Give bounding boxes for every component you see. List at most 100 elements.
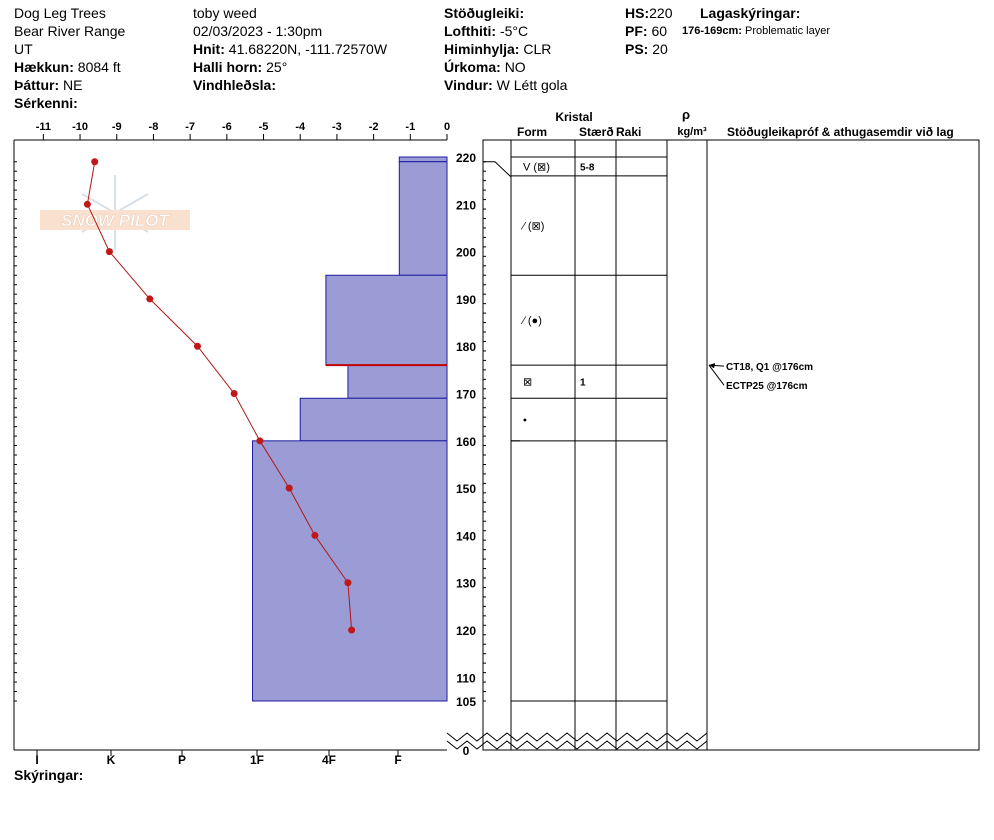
- hardness-tick-label: 4F: [322, 753, 336, 767]
- hardness-tick-label: 1F: [250, 753, 264, 767]
- hs: HS:220: [625, 5, 673, 21]
- hardness-tick-label: P: [178, 753, 186, 767]
- test-arrowhead: [709, 363, 715, 369]
- temp-tick-label: -7: [185, 121, 195, 133]
- temperature-point: [91, 158, 99, 166]
- hardness-ticks: I K P 1F 4F F: [35, 750, 402, 767]
- temperature-point: [344, 579, 352, 587]
- height-label: 190: [456, 293, 476, 307]
- precipitation: Úrkoma: NO: [444, 59, 526, 75]
- hardness-tick-label: F: [394, 753, 401, 767]
- height-label: 220: [456, 151, 476, 165]
- wind-loading: Vindhleðsla:: [193, 77, 276, 93]
- pf: PF: 60: [625, 23, 668, 39]
- temp-tick-label: -5: [259, 121, 269, 133]
- height-label: 110: [456, 671, 476, 685]
- temperature-point: [285, 484, 293, 492]
- header-col-1: Dog Leg Trees Bear River Range UT Hækkun…: [14, 4, 125, 112]
- range-name: Bear River Range: [14, 23, 126, 39]
- col-header-crystal: Kristal: [555, 110, 592, 124]
- height-label: 0: [463, 744, 470, 758]
- layer-size: 5-8: [580, 162, 595, 173]
- height-label: 170: [456, 388, 476, 402]
- height-label: 150: [456, 482, 476, 496]
- height-label: 210: [456, 198, 476, 212]
- elevation: Hækkun: 8084 ft: [14, 59, 121, 75]
- temperature-point: [230, 390, 238, 398]
- temp-tick-label: -2: [369, 121, 379, 133]
- height-label: 180: [456, 340, 476, 354]
- hardness-bar: [398, 161, 448, 276]
- stability-test: ECTP25 @176cm: [726, 381, 808, 392]
- temp-tick-label: 0: [444, 121, 450, 133]
- temperature-point: [105, 248, 113, 256]
- temperature-point: [146, 295, 154, 303]
- snowpilot-logo: SNOW PILOT: [40, 175, 190, 250]
- col-header-rho: ρ: [682, 107, 690, 122]
- col-header-density-unit: kg/m³: [677, 126, 707, 138]
- layer-note: 176-169cm: Problematic layer: [682, 25, 830, 37]
- sky-cover: Himinhylja: CLR: [444, 41, 552, 57]
- header-col-3: Stöðugleiki: Lofthiti: -5°C Himinhylja: …: [444, 4, 567, 94]
- layer-form: ⁄ (●): [520, 315, 542, 327]
- layer-connector: [483, 161, 512, 178]
- header-col-2: toby weed 02/03/2023 - 1:30pm Hnit: 41.6…: [193, 4, 387, 94]
- ps: PS: 20: [625, 41, 668, 57]
- stability-test: CT18, Q1 @176cm: [726, 362, 813, 373]
- temp-tick-label: -10: [72, 121, 88, 133]
- hardness-tick-label: I: [35, 753, 38, 767]
- wind: Vindur: W Létt gola: [444, 77, 568, 93]
- aspect: Þáttur: NE: [14, 77, 83, 93]
- temperature-point: [348, 626, 356, 634]
- temp-tick-label: -11: [36, 121, 51, 133]
- col-header-stability: Stöðugleikapróf & athugasemdir við lag: [727, 125, 954, 139]
- hardness-bars: [252, 156, 448, 702]
- height-labels: 220 210 200 190 180 170 160 150 140 130 120 110 105 0: [456, 151, 476, 758]
- temp-tick-label: -6: [222, 121, 232, 133]
- temp-tick-label: -1: [405, 121, 415, 133]
- layer-size: 1: [580, 378, 586, 389]
- temperature-point: [193, 342, 201, 350]
- col-header-moisture: Raki: [616, 125, 641, 139]
- temperature-point: [311, 531, 319, 539]
- height-label: 105: [456, 695, 476, 709]
- footer-legend: Skýringar:: [14, 767, 84, 783]
- site-name: Dog Leg Trees: [14, 5, 106, 21]
- temperature-point: [83, 200, 91, 208]
- snowpilot-logo-text: SNOW PILOT: [61, 211, 170, 230]
- slope-angle: Halli horn: 25°: [193, 59, 288, 75]
- col-header-form: Form: [517, 125, 547, 139]
- temp-tick-label: -3: [332, 121, 342, 133]
- height-label: 130: [456, 577, 476, 591]
- temperature-ticks: -11 -10 -9 -8 -7 -6 -5 -4 -3 -2 -1 0: [36, 121, 450, 140]
- temperature-point: [256, 437, 264, 445]
- header-col-5: Lagaskýringar: 176-169cm: Problematic la…: [682, 4, 830, 40]
- features: Sérkenni:: [14, 95, 78, 111]
- datetime: 02/03/2023 - 1:30pm: [193, 23, 323, 39]
- stability-tests: CT18, Q1 @176cm ECTP25 @176cm: [708, 362, 813, 392]
- observer: toby weed: [193, 5, 257, 21]
- temp-tick-label: -4: [295, 121, 306, 133]
- temperature-profile: [83, 158, 356, 634]
- temp-tick-label: -9: [112, 121, 122, 133]
- height-label: 140: [456, 529, 476, 543]
- layer-form: V (⊠): [523, 161, 550, 173]
- state-name: UT: [14, 41, 33, 57]
- hardness-bar: [299, 397, 448, 442]
- header-col-4: HS:220 PF: 60 PS: 20: [625, 4, 672, 58]
- coordinates: Hnit: 41.68220N, -111.72570W: [193, 41, 388, 57]
- height-label: 200: [456, 246, 476, 260]
- stability: Stöðugleiki:: [444, 5, 525, 21]
- hardness-tick-label: K: [107, 753, 116, 767]
- height-label: 120: [456, 624, 476, 638]
- hardness-bar: [398, 156, 448, 163]
- test-arrow: [708, 364, 725, 386]
- layer-table-frame: [482, 139, 980, 751]
- axis-break: [446, 732, 708, 750]
- height-label: 160: [456, 435, 476, 449]
- temp-tick-label: -8: [149, 121, 159, 133]
- hardness-bar: [347, 364, 448, 399]
- layer-form: •: [523, 415, 527, 427]
- air-temp: Lofthiti: -5°C: [444, 23, 529, 39]
